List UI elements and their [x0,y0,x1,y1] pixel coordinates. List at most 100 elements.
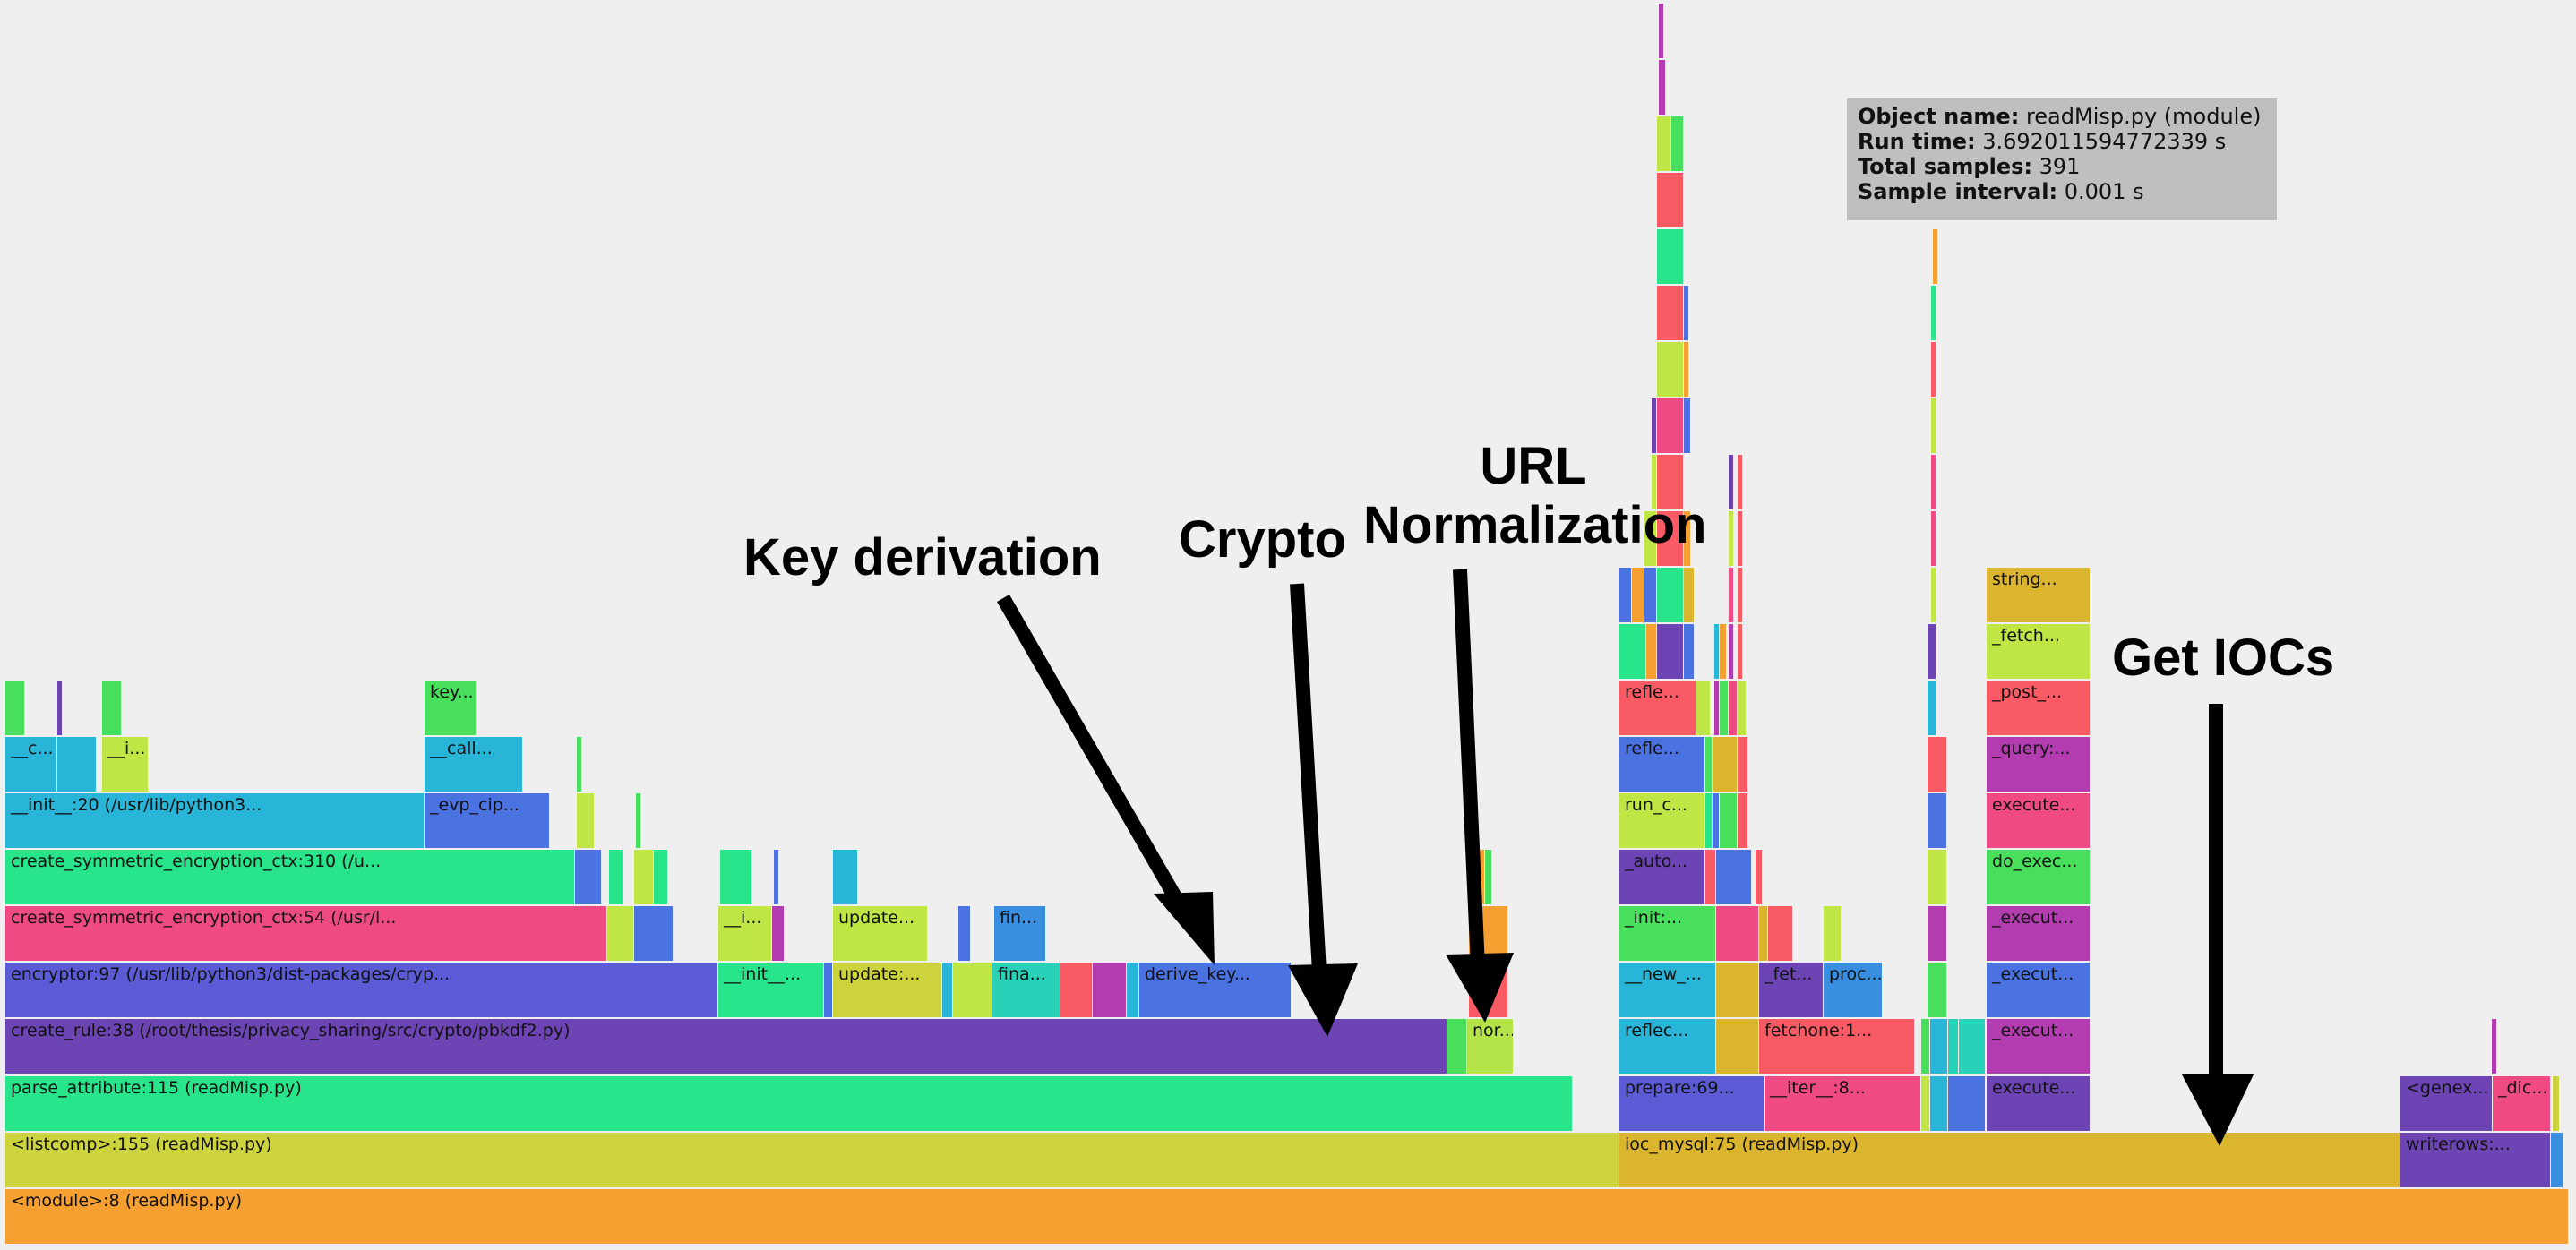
frame-unlabeled[interactable] [1473,850,1485,905]
frame[interactable]: parse_attribute:115 (readMisp.py) [5,1076,1573,1132]
frame-unlabeled[interactable] [1705,793,1713,849]
frame-unlabeled[interactable] [1657,342,1684,398]
frame[interactable]: reflec... [1619,1019,1716,1074]
frame-unlabeled[interactable] [2553,1076,2560,1132]
frame-unlabeled[interactable] [607,906,634,962]
frame-unlabeled[interactable] [1657,398,1684,454]
frame-unlabeled[interactable] [609,850,623,905]
frame[interactable]: _fet... [1759,963,1824,1018]
frame[interactable]: _post_... [1987,681,2091,736]
frame-unlabeled[interactable] [1931,568,1936,623]
frame-unlabeled[interactable] [57,737,97,792]
frame[interactable]: update... [833,906,928,962]
frame-unlabeled[interactable] [1729,568,1734,623]
frame-unlabeled[interactable] [1716,1019,1759,1074]
frame-unlabeled[interactable] [1713,737,1738,792]
frame-unlabeled[interactable] [1720,793,1738,849]
frame-unlabeled[interactable] [1931,455,1936,510]
frame[interactable]: do_exec... [1987,850,2091,905]
frame-unlabeled[interactable] [1928,906,1947,962]
frame[interactable]: derive_key... [1139,963,1292,1018]
frame[interactable]: __init__... [718,963,824,1018]
frame-unlabeled[interactable] [1738,455,1743,510]
frame[interactable]: fin... [994,906,1046,962]
frame-unlabeled[interactable] [1657,511,1684,567]
frame[interactable]: ioc_mysql:75 (readMisp.py) [1619,1133,2400,1188]
frame[interactable]: __init__:20 (/usr/lib/python3... [5,793,425,849]
frame-unlabeled[interactable] [1738,737,1748,792]
frame-unlabeled[interactable] [1713,793,1720,849]
frame-unlabeled[interactable] [1684,568,1695,623]
frame-unlabeled[interactable] [1928,624,1936,680]
frame[interactable]: refle... [1619,737,1705,792]
frame-unlabeled[interactable] [1824,906,1842,962]
frame-unlabeled[interactable] [1931,286,1936,341]
frame-unlabeled[interactable] [1093,963,1127,1018]
frame-unlabeled[interactable] [1928,737,1947,792]
frame-unlabeled[interactable] [636,793,641,849]
frame[interactable]: __iter__:8... [1765,1076,1921,1132]
frame-unlabeled[interactable] [1657,229,1684,285]
frame-unlabeled[interactable] [1619,568,1632,623]
frame[interactable]: encryptor:97 (/usr/lib/python3/dist-pack… [5,963,718,1018]
frame[interactable]: refle... [1619,681,1696,736]
frame-unlabeled[interactable] [1705,850,1716,905]
frame-unlabeled[interactable] [102,681,122,736]
frame[interactable]: __call... [425,737,523,792]
frame[interactable]: _auto... [1619,850,1705,905]
frame-unlabeled[interactable] [1684,398,1691,454]
frame[interactable]: __i... [718,906,772,962]
frame-unlabeled[interactable] [2551,1133,2563,1188]
frame-unlabeled[interactable] [1684,286,1689,341]
frame-unlabeled[interactable] [1447,1019,1467,1074]
frame-unlabeled[interactable] [1469,963,1508,1018]
frame-unlabeled[interactable] [634,850,654,905]
frame[interactable]: execute... [1987,793,2091,849]
frame-unlabeled[interactable] [1738,681,1747,736]
frame-unlabeled[interactable] [1644,568,1657,623]
frame-unlabeled[interactable] [1930,1019,1948,1074]
frame-unlabeled[interactable] [1127,963,1139,1018]
frame[interactable]: proc... [1824,963,1883,1018]
frame-unlabeled[interactable] [1928,793,1947,849]
frame-unlabeled[interactable] [5,681,25,736]
frame-unlabeled[interactable] [1729,624,1734,680]
frame-unlabeled[interactable] [1714,624,1720,680]
frame[interactable]: create_symmetric_encryption_ctx:310 (/u.… [5,850,575,905]
frame[interactable]: _fetch... [1987,624,2091,680]
frame[interactable]: <module>:8 (readMisp.py) [5,1189,2569,1245]
frame-unlabeled[interactable] [1738,511,1743,567]
frame-unlabeled[interactable] [1646,624,1657,680]
frame[interactable]: run_c... [1619,793,1705,849]
frame-unlabeled[interactable] [1756,850,1763,905]
frame-unlabeled[interactable] [772,906,785,962]
frame[interactable]: _query:... [1987,737,2091,792]
frame-unlabeled[interactable] [1716,850,1752,905]
frame[interactable]: fetchone:1... [1759,1019,1915,1074]
frame-unlabeled[interactable] [1931,511,1936,567]
frame-unlabeled[interactable] [1928,681,1936,736]
frame-unlabeled[interactable] [1714,681,1720,736]
frame-unlabeled[interactable] [1729,681,1738,736]
frame[interactable]: update:... [833,963,942,1018]
frame-unlabeled[interactable] [1928,963,1947,1018]
frame-unlabeled[interactable] [1921,1076,1930,1132]
frame-unlabeled[interactable] [575,850,602,905]
frame[interactable]: _init:... [1619,906,1716,962]
frame[interactable]: _execut... [1987,1019,2091,1074]
frame[interactable]: create_rule:38 (/root/thesis/privacy_sha… [5,1019,1447,1074]
frame-unlabeled[interactable] [1644,511,1657,567]
frame-unlabeled[interactable] [1659,4,1664,59]
frame-unlabeled[interactable] [1759,906,1768,962]
frame-unlabeled[interactable] [1684,511,1691,567]
frame[interactable]: nor... [1467,1019,1514,1074]
frame-unlabeled[interactable] [1959,1019,1986,1074]
frame-unlabeled[interactable] [942,963,953,1018]
frame-unlabeled[interactable] [1716,963,1759,1018]
frame-unlabeled[interactable] [1657,624,1684,680]
frame-unlabeled[interactable] [1738,624,1743,680]
frame-unlabeled[interactable] [1921,1019,1930,1074]
frame-unlabeled[interactable] [1696,681,1711,736]
frame-unlabeled[interactable] [953,963,992,1018]
frame-unlabeled[interactable] [1652,398,1657,454]
